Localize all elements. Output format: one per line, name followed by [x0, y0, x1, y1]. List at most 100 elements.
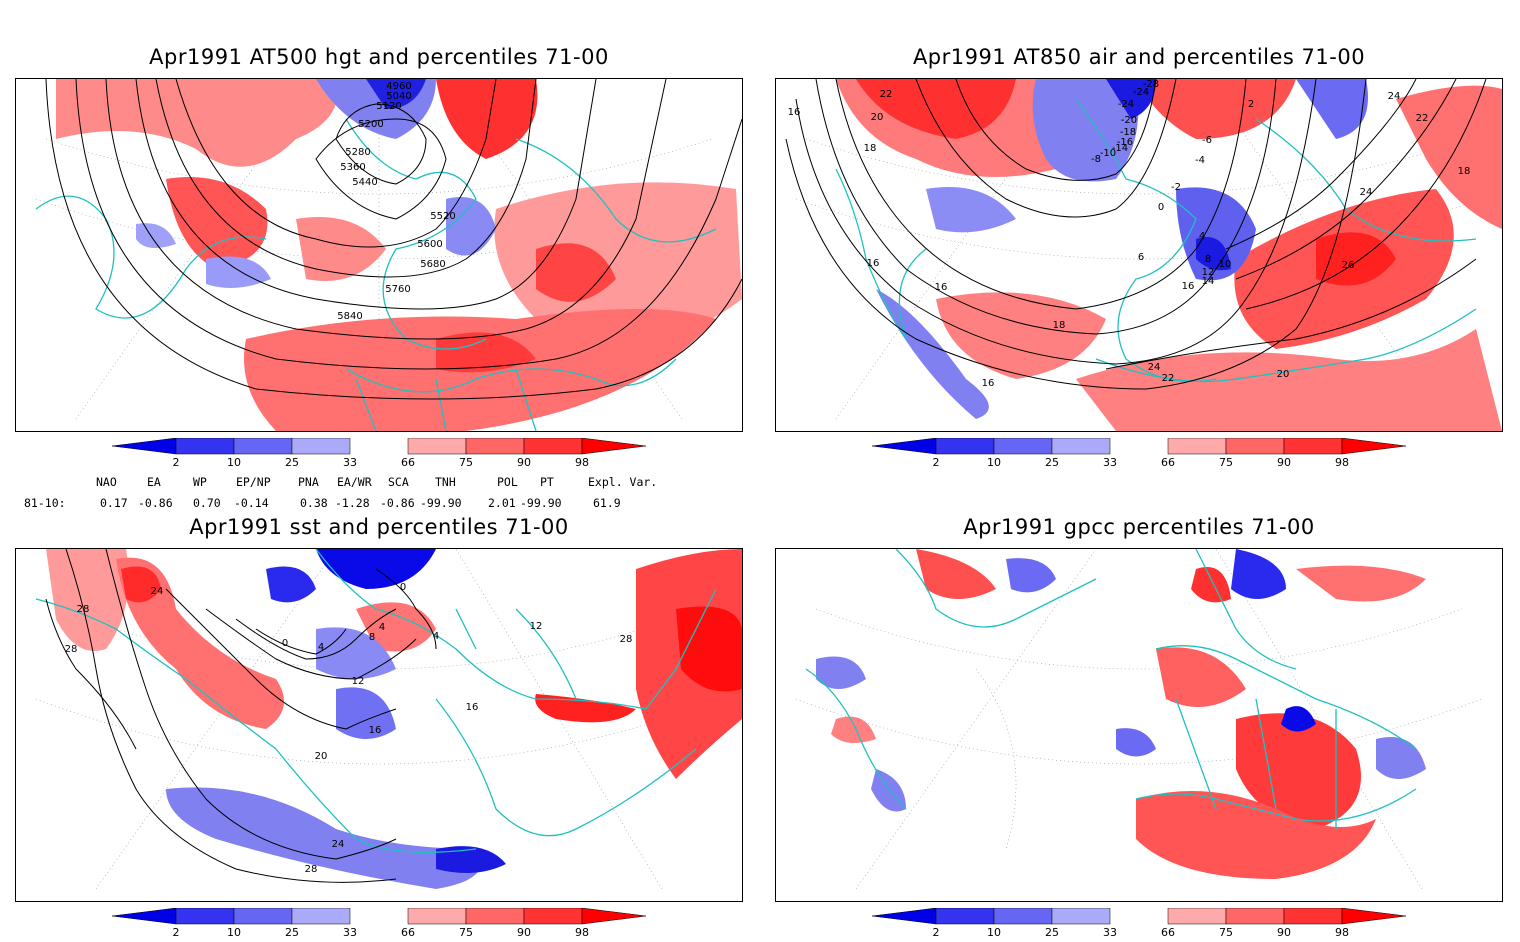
colorbar-swatches: [112, 438, 647, 455]
colorbar-label: 33: [1103, 926, 1117, 939]
colorbar-label: 90: [517, 926, 531, 939]
map-gpcc: [795, 549, 1483, 890]
contour-labels: 28 28 24 0 0 4 8 4 12 16 16 20 24 28 28 …: [65, 582, 633, 875]
contour-label: 16: [867, 258, 880, 269]
index-header: WP: [193, 475, 207, 489]
height-contours: [45, 79, 742, 400]
map-sst: 28 28 24 0 0 4 8 4 12 16 16 20 24 28 28 …: [35, 549, 742, 890]
contour-label: 16: [982, 378, 995, 389]
index-value: -0.14: [234, 496, 269, 510]
anomaly-fill: [816, 549, 1426, 879]
index-row-label: 81-10:: [24, 496, 66, 510]
colorbar-label: 98: [575, 926, 589, 939]
contour-label: 24: [1360, 187, 1373, 198]
contour-label: 0: [1158, 202, 1164, 213]
coastlines: [835, 98, 1477, 383]
index-value: -99.90: [420, 496, 462, 510]
colorbar-label: 90: [1277, 926, 1291, 939]
contour-label: 5040: [386, 91, 411, 102]
colorbar-label: 2: [932, 456, 940, 469]
colorbar-label: 33: [343, 926, 357, 939]
contour-label: 5840: [337, 311, 362, 322]
colorbar-label: 98: [575, 456, 589, 469]
map-panel-hgt500: 4960 5040 5120 5200 5280 5360 5440 5520 …: [15, 78, 743, 432]
contour-label: -4: [1195, 155, 1205, 166]
contour-label: 16: [935, 282, 948, 293]
index-value: 61.9: [593, 496, 621, 510]
contour-label: 12: [352, 676, 365, 687]
colorbar-sst: 2 10 25 33 66 75 90 98: [112, 908, 652, 942]
contour-label: 22: [880, 89, 893, 100]
map-panel-gpcc: [775, 548, 1503, 902]
colorbar-label: 66: [1161, 926, 1175, 939]
colorbar-label: 90: [1277, 456, 1291, 469]
teleconnection-indices: NAO EA WP EP/NP PNA EA/WR SCA TNH POL PT…: [0, 475, 760, 515]
contour-label: -6: [1202, 135, 1212, 146]
colorbar-label: 75: [459, 456, 473, 469]
colorbar-label: 75: [1219, 456, 1233, 469]
colorbar-label: 10: [987, 926, 1001, 939]
contour-label: 28: [305, 864, 318, 875]
contour-label: 28: [65, 644, 78, 655]
contour-label: 5440: [352, 177, 377, 188]
colorbar-label: 75: [1219, 926, 1233, 939]
index-value: 0.17: [100, 496, 128, 510]
contour-label: 18: [864, 143, 877, 154]
map-hgt500: 4960 5040 5120 5200 5280 5360 5440 5520 …: [35, 79, 742, 431]
contour-label: -18: [1120, 127, 1136, 138]
colorbar-swatches: [872, 908, 1407, 925]
index-header: EA/WR: [337, 475, 372, 489]
index-header: POL: [497, 475, 518, 489]
anomaly-fill: [836, 79, 1502, 431]
colorbar-label: 66: [401, 456, 415, 469]
contour-label: 12: [1202, 267, 1215, 278]
colorbar-label: 98: [1335, 456, 1349, 469]
contour-label: 22: [1162, 373, 1175, 384]
contour-label: -24: [1133, 87, 1149, 98]
colorbar-label: 25: [285, 926, 299, 939]
contour-label: 10: [1219, 259, 1232, 270]
coastlines: [35, 549, 717, 853]
map-panel-sst: 28 28 24 0 0 4 8 4 12 16 16 20 24 28 28 …: [15, 548, 743, 902]
contour-label: 12: [530, 621, 543, 632]
contour-label: -10: [1100, 148, 1116, 159]
contour-label: 8: [369, 632, 375, 643]
index-value: -0.86: [380, 496, 415, 510]
contour-label: 16: [788, 107, 801, 118]
anomaly-fill: [56, 79, 742, 431]
grid-lines: [35, 549, 723, 890]
contour-label: 8: [1205, 254, 1211, 265]
sst-contours: [45, 549, 437, 883]
contour-label: 24: [1388, 91, 1401, 102]
contour-label: 18: [1053, 320, 1066, 331]
panel-title-hgt500: Apr1991 AT500 hgt and percentiles 71-00: [149, 45, 609, 69]
anomaly-fill: [46, 549, 742, 889]
contour-label: -8: [1091, 154, 1101, 165]
colorbar-swatches: [872, 438, 1407, 455]
contour-label: 16: [1182, 281, 1195, 292]
contour-label: 6: [1138, 252, 1144, 263]
contour-labels: 16 22 20 18 -28 -24 -24 -20 -18 -16 -14 …: [788, 79, 1471, 389]
contour-label: 28: [77, 604, 90, 615]
coastlines: [805, 549, 1417, 829]
contour-label: 14: [1202, 276, 1215, 287]
contour-label: -20: [1121, 115, 1137, 126]
contour-label: 28: [620, 634, 633, 645]
contour-label: 5760: [385, 284, 410, 295]
colorbar-label: 75: [459, 926, 473, 939]
index-header: PNA: [298, 475, 319, 489]
contour-label: 5600: [417, 239, 442, 250]
temperature-contours: [785, 79, 1487, 390]
colorbar-label: 25: [1045, 456, 1059, 469]
contour-label: 5200: [358, 119, 383, 130]
contour-label: 24: [1148, 362, 1161, 373]
index-value: 2.01: [488, 496, 516, 510]
contour-label: 4960: [386, 81, 411, 92]
contour-label: 16: [369, 725, 382, 736]
index-value: 0.38: [300, 496, 328, 510]
contour-label: 5280: [345, 147, 370, 158]
contour-label: 0: [282, 638, 288, 649]
colorbar-label: 33: [1103, 456, 1117, 469]
colorbar-label: 25: [1045, 926, 1059, 939]
contour-labels: 4960 5040 5120 5200 5280 5360 5440 5520 …: [337, 81, 455, 322]
